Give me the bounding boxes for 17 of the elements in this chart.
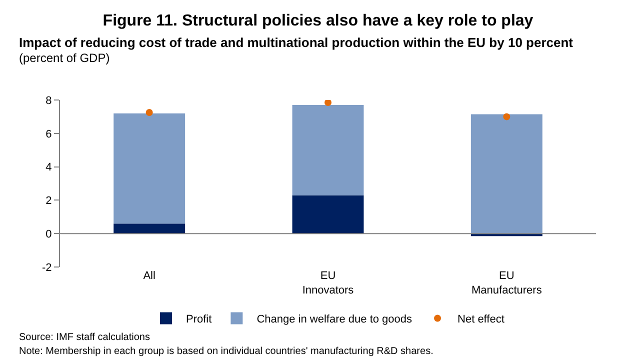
legend-label: Change in welfare due to goods <box>256 314 413 326</box>
y-tick-label: 4 <box>46 162 52 174</box>
text: Note: Membership in each group is based on individual countries' manufacturing R&D shares. <box>19 346 434 357</box>
legend-label: Profit <box>186 314 212 326</box>
x-tick-label: All <box>143 270 156 282</box>
y-tick-label: 6 <box>46 128 52 140</box>
x-tick-label: EU Innovators <box>302 270 354 296</box>
y-axis-title: (percent of GDP) <box>19 51 110 65</box>
legend-label: Net effect <box>458 314 504 326</box>
y-tick-label: 2 <box>46 195 52 208</box>
x-tick-label: EU Manufacturers <box>472 270 542 296</box>
y-tick-label: -2 <box>42 262 52 274</box>
source-note: Source: IMF staff calculations <box>19 332 150 343</box>
y-tick-label: 0 <box>46 228 52 240</box>
chart-title: Figure 11. Structural policies also have a key role to play <box>102 12 534 30</box>
chart-subtitle: Impact of reducing cost of trade and multinational production within the EU by 10 percent <box>19 35 574 50</box>
y-tick-label: 8 <box>46 94 52 107</box>
